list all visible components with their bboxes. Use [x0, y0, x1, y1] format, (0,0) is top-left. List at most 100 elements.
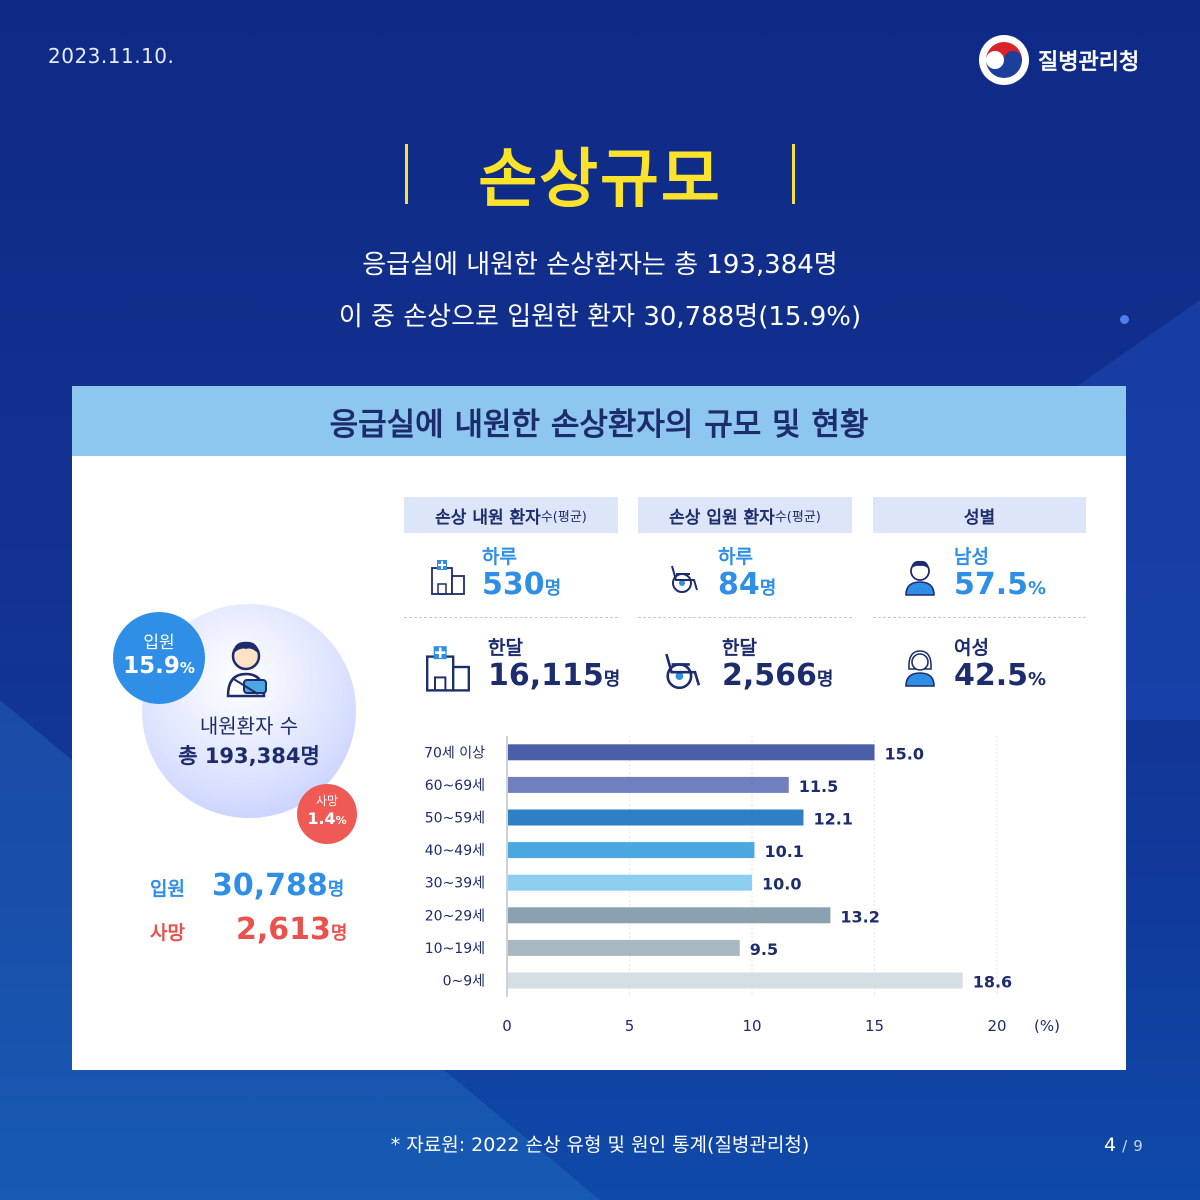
female-icon: [905, 650, 935, 687]
wheelchair-icon: [671, 565, 698, 593]
gender-column-header: 성별: [873, 497, 1086, 533]
male-value-wrap: 57.5%: [954, 568, 1046, 606]
visits-total: 총 193,384명: [178, 744, 320, 768]
death-stat-label: 사망: [150, 922, 185, 944]
subtitle-line-1: 응급실에 내원한 손상환자는 총 193,384명: [362, 250, 838, 280]
injured-person-icon: [226, 641, 267, 698]
bar: [508, 874, 752, 891]
bar: [508, 776, 789, 793]
page-total: 9: [1133, 1137, 1143, 1155]
admit-badge-value-wrap: 15.9%: [113, 653, 205, 679]
source-footnote: * 자료원: 2022 손상 유형 및 원인 통계(질병관리청): [390, 1134, 810, 1156]
bar: [508, 842, 755, 859]
female-unit: %: [1028, 669, 1047, 690]
visits-head-text: 손상 내원 환자: [435, 507, 541, 528]
category-label: 70세 이상: [424, 745, 485, 761]
bar: [508, 939, 740, 956]
admit-badge-value: 15.9: [123, 653, 180, 679]
visits-month-value: 16,115: [488, 658, 604, 693]
visits-daily: 하루 530명: [428, 546, 561, 606]
admit-badge-pct: %: [179, 659, 195, 677]
gender-female: 여성 42.5%: [900, 637, 1046, 697]
data-label: 9.5: [750, 940, 778, 959]
admits-month-unit: 명: [816, 669, 834, 690]
male-icon: [905, 560, 935, 596]
female-value-wrap: 42.5%: [954, 659, 1046, 697]
admits-day-label: 하루: [718, 546, 753, 568]
bar: [508, 907, 831, 924]
visits-month-label: 한달: [488, 637, 523, 659]
visits-month-value-wrap: 16,115명: [488, 659, 620, 697]
death-rate-badge: 사망 1.4%: [297, 784, 357, 844]
kdca-logo: 질병관리청: [978, 34, 1139, 86]
x-tick-label: 10: [742, 1017, 761, 1035]
death-stat: 사망 2,613 명: [150, 912, 347, 947]
data-label: 13.2: [840, 907, 879, 926]
card-title: 응급실에 내원한 손상환자의 규모 및 현황: [72, 386, 1126, 456]
data-label: 11.5: [799, 777, 838, 796]
death-badge-value: 1.4: [307, 809, 336, 828]
death-badge-label: 사망: [315, 794, 339, 808]
data-label: 10.0: [762, 875, 801, 894]
admits-monthly: 한달 2,566명: [656, 637, 833, 697]
category-label: 10~19세: [425, 941, 485, 957]
admit-rate-badge: 입원 15.9%: [113, 612, 205, 704]
x-tick-label: 15: [865, 1017, 884, 1035]
page-indicator: 4 / 9: [1104, 1134, 1143, 1156]
page-current: 4: [1104, 1134, 1117, 1156]
data-label: 18.6: [973, 973, 1012, 992]
hospital-large-icon: [426, 646, 470, 692]
male-label: 남성: [954, 546, 989, 568]
visits-day-value-wrap: 530명: [482, 568, 561, 606]
admits-daily: 하루 84명: [664, 546, 776, 606]
death-stat-value: 2,613: [236, 912, 331, 947]
death-badge-pct: %: [335, 814, 347, 827]
page-title: 손상규모: [478, 143, 722, 217]
admits-day-unit: 명: [759, 578, 777, 599]
visits-day-value: 530: [482, 567, 545, 602]
admits-day-value: 84: [718, 567, 760, 602]
page-separator: /: [1122, 1137, 1128, 1155]
category-label: 50~59세: [425, 811, 485, 827]
visits-month-unit: 명: [603, 669, 621, 690]
wheelchair-large-icon: [665, 653, 701, 690]
death-stat-unit: 명: [330, 923, 348, 944]
taegeuk-icon: [979, 35, 1029, 85]
visits-monthly: 한달 16,115명: [422, 637, 620, 697]
title-block: 손상규모: [0, 128, 1200, 220]
data-label: 12.1: [813, 810, 852, 829]
gender-head-text: 성별: [963, 507, 996, 528]
admit-stat-value: 30,788: [212, 868, 328, 903]
bar: [508, 809, 804, 826]
visits-label: 내원환자 수: [199, 714, 299, 738]
category-label: 40~49세: [425, 843, 485, 859]
visits-column-header: 손상 내원 환자 수(평균): [404, 497, 618, 533]
date-label: 2023.11.10.: [48, 44, 175, 68]
male-value: 57.5: [954, 567, 1029, 602]
female-value: 42.5: [954, 658, 1029, 693]
admits-month-label: 한달: [722, 637, 757, 659]
visits-day-unit: 명: [544, 578, 562, 599]
female-label: 여성: [954, 637, 989, 659]
admits-month-value: 2,566: [722, 658, 817, 693]
admits-head-small: 수(평균): [774, 509, 821, 525]
bar: [508, 744, 875, 761]
gender-male: 남성 57.5%: [900, 546, 1046, 606]
visits-head-small: 수(평균): [540, 509, 587, 525]
hospital-icon: [431, 560, 465, 595]
admits-day-value-wrap: 84명: [718, 568, 776, 606]
category-label: 60~69세: [425, 778, 485, 794]
visits-divider: [404, 617, 618, 618]
admit-stat-unit: 명: [327, 879, 345, 900]
x-axis-unit: (%): [1034, 1017, 1060, 1035]
admits-head-text: 손상 입원 환자: [669, 507, 775, 528]
male-unit: %: [1028, 578, 1047, 599]
x-tick-label: 0: [502, 1017, 512, 1035]
data-label: 10.1: [764, 842, 803, 861]
x-tick-label: 5: [625, 1017, 635, 1035]
x-tick-label: 20: [987, 1017, 1006, 1035]
admit-badge-label: 입원: [143, 633, 175, 653]
admits-column-header: 손상 입원 환자 수(평균): [638, 497, 852, 533]
age-distribution-chart: 0 5 10 15 20 (%) 70세 이상 15.0 60~69세 11.5 50~59세 12.…: [400, 726, 1080, 1046]
data-label: 15.0: [885, 744, 924, 763]
